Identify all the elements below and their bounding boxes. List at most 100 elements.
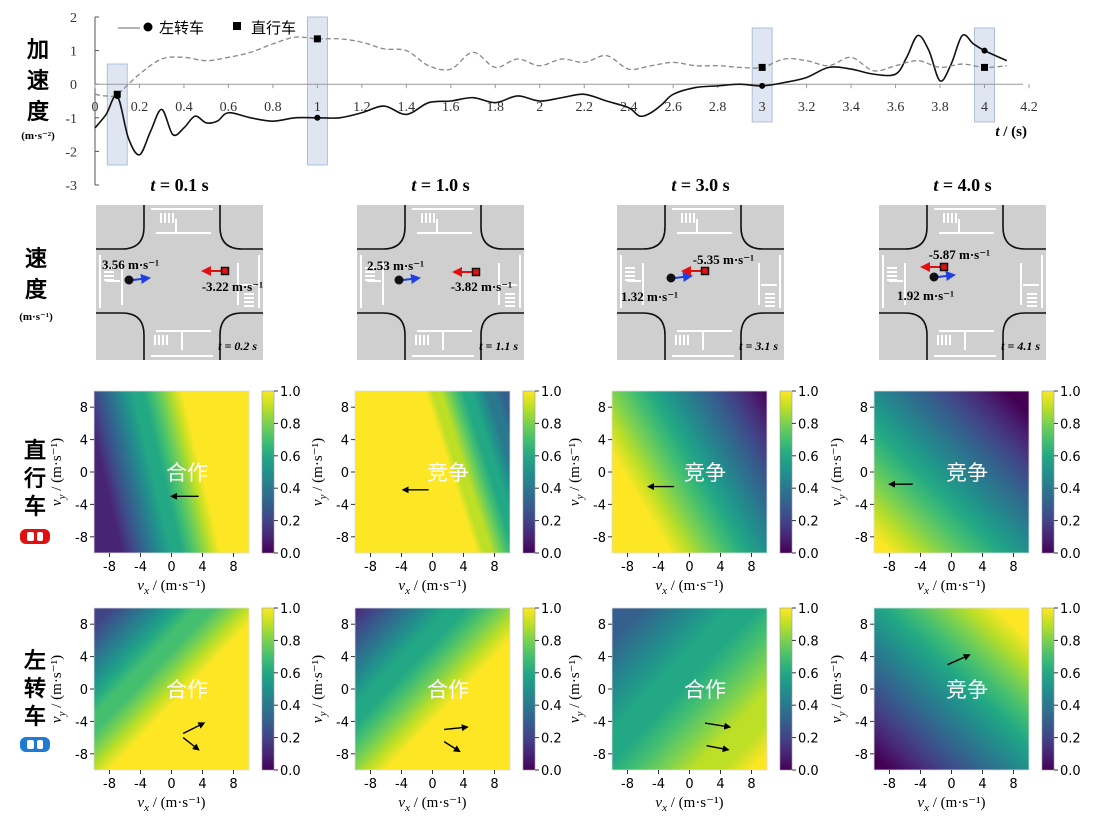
zebra-stripe: [1027, 305, 1037, 307]
series-line-left-turn: [94, 33, 1008, 156]
velocity-arrow: [947, 654, 971, 666]
zebra-stripe: [949, 335, 951, 345]
colorbar-tick-label: 1.0: [541, 602, 562, 617]
x-tick-label: 2.8: [709, 100, 727, 115]
zebra-stripe: [1027, 297, 1037, 299]
accel-title-char1: 加: [26, 38, 49, 63]
colorbar-tick-label: 0.8: [798, 417, 819, 432]
turn-velocity-arrow: [132, 274, 151, 284]
colorbar-frame: [779, 607, 793, 771]
zebra-stripe: [172, 213, 174, 223]
legend-marker-straight: [233, 22, 241, 30]
velocity-arrow: [182, 737, 200, 751]
colorbar-tick-label: 1.0: [1060, 385, 1081, 400]
scene-time-label: t = 3.1 s: [739, 339, 778, 353]
series-line-straight: [94, 36, 1007, 98]
interaction-label: 竞争: [946, 678, 988, 702]
x-tick-label: -8: [621, 560, 634, 575]
accel-title-char2: 速: [27, 68, 49, 94]
left-turn-vehicle: [929, 272, 939, 282]
x-tick-label: -8: [883, 560, 896, 575]
colorbar-tick-label: 0.0: [280, 547, 301, 562]
x-tick-label: 2: [536, 100, 543, 115]
zebra-stripe: [168, 213, 170, 223]
x-axis-label: vx / (m·s⁻¹): [917, 578, 985, 597]
straight-marker: [981, 63, 989, 71]
y-tick-label: -8: [855, 531, 868, 546]
panel-time-title: t = 3.0 s: [671, 175, 729, 195]
zebra-stripe: [505, 297, 515, 299]
y-tick-label: 8: [341, 401, 349, 416]
x-tick-label: 0.4: [175, 100, 193, 115]
zebra-stripe: [244, 301, 254, 303]
zebra-stripe: [164, 213, 166, 223]
colorbar-tick-label: 0.0: [541, 764, 562, 779]
zebra-stripe: [947, 213, 949, 223]
y-tick-label: 4: [598, 651, 606, 666]
zebra-stripe: [166, 335, 168, 345]
legend-label-left-turn: 左转车: [159, 19, 204, 37]
highlight-band: [974, 27, 995, 123]
x-tick-label: 0: [947, 560, 955, 575]
x-tick-label: -4: [914, 560, 927, 575]
scene-time-label: t = 1.1 s: [479, 339, 518, 353]
curb-bottom-left: [357, 312, 406, 360]
colorbar-tick-label: 0.2: [280, 732, 301, 747]
curb-bottom-left: [879, 312, 928, 360]
left-title-char2: 转: [24, 676, 46, 702]
colorbar-tick-label: 1.0: [280, 602, 301, 617]
zebra-stripe: [429, 213, 431, 223]
zebra-stripe: [937, 335, 939, 345]
curb-top-left: [879, 205, 928, 250]
zebra-stripe: [505, 305, 515, 307]
scene-panel: t = 1.0 s 2.53 m·s⁻¹ -3.82 m·s⁻¹ t = 1.1 s: [357, 175, 524, 360]
turn-velocity-arrow: [674, 272, 693, 282]
zebra-stripe: [765, 305, 775, 307]
red-car-icon: [20, 529, 50, 544]
turn-speed-label: 3.56 m·s⁻¹: [102, 257, 159, 272]
colorbar: [780, 391, 792, 553]
colorbar-tick-label: 0.4: [280, 699, 301, 714]
x-tick-label: 3: [759, 100, 766, 115]
colorbar-tick-label: 0.8: [280, 417, 301, 432]
lane-divider-lines: [889, 219, 1039, 350]
velocity-arrow: [706, 745, 730, 753]
y-axis-label: vy / (m·s⁻¹): [829, 655, 848, 723]
interaction-label: 合作: [427, 678, 469, 702]
y-tick-label: 4: [341, 434, 349, 449]
y-tick-label: 4: [860, 651, 868, 666]
colorbar-tick-label: 0.4: [280, 482, 301, 497]
heatmap-field: [612, 391, 767, 553]
zebra-stripe: [423, 335, 425, 345]
crosswalk-lines: [620, 208, 781, 357]
colorbar-frame: [779, 390, 793, 554]
zebra-stripe: [433, 213, 435, 223]
accel-title-char3: 度: [27, 99, 50, 125]
curb-top-left: [96, 205, 145, 250]
x-tick-label: 8: [490, 560, 498, 575]
y-tick-label: 8: [860, 401, 868, 416]
straight-vehicle: [471, 267, 481, 277]
scene-background: [617, 205, 784, 360]
zebra-stripe: [765, 301, 775, 303]
y-tick-label: 0: [341, 683, 349, 698]
y-tick-label: -8: [75, 748, 88, 763]
straight-vehicle: [700, 266, 710, 276]
x-tick-label: 0.8: [264, 100, 282, 115]
y-tick-label: 8: [598, 618, 606, 633]
x-tick-label: -4: [652, 777, 665, 792]
turn-speed-label: 1.92 m·s⁻¹: [897, 288, 954, 303]
x-tick-label: -4: [134, 777, 147, 792]
y-tick-label: 0: [598, 683, 606, 698]
heatmap-grid: -8 -8 -4 -4 0 0 4 4 8 8 vx / (m·s⁻¹) vy / (m·s⁻¹) 合作…: [49, 385, 1081, 814]
zebra-stripe: [765, 293, 775, 295]
zebra-stripe: [685, 213, 687, 223]
x-tick-label: 4: [716, 777, 724, 792]
heatmap-field: [355, 391, 510, 553]
zebra-stripe: [244, 305, 254, 307]
heatmap-field: [874, 608, 1029, 770]
x-tick-label: 0: [167, 777, 175, 792]
panel-time-title: t = 0.1 s: [150, 175, 208, 195]
scene-background: [879, 205, 1046, 360]
colorbar-tick-label: 0.6: [1060, 667, 1081, 682]
